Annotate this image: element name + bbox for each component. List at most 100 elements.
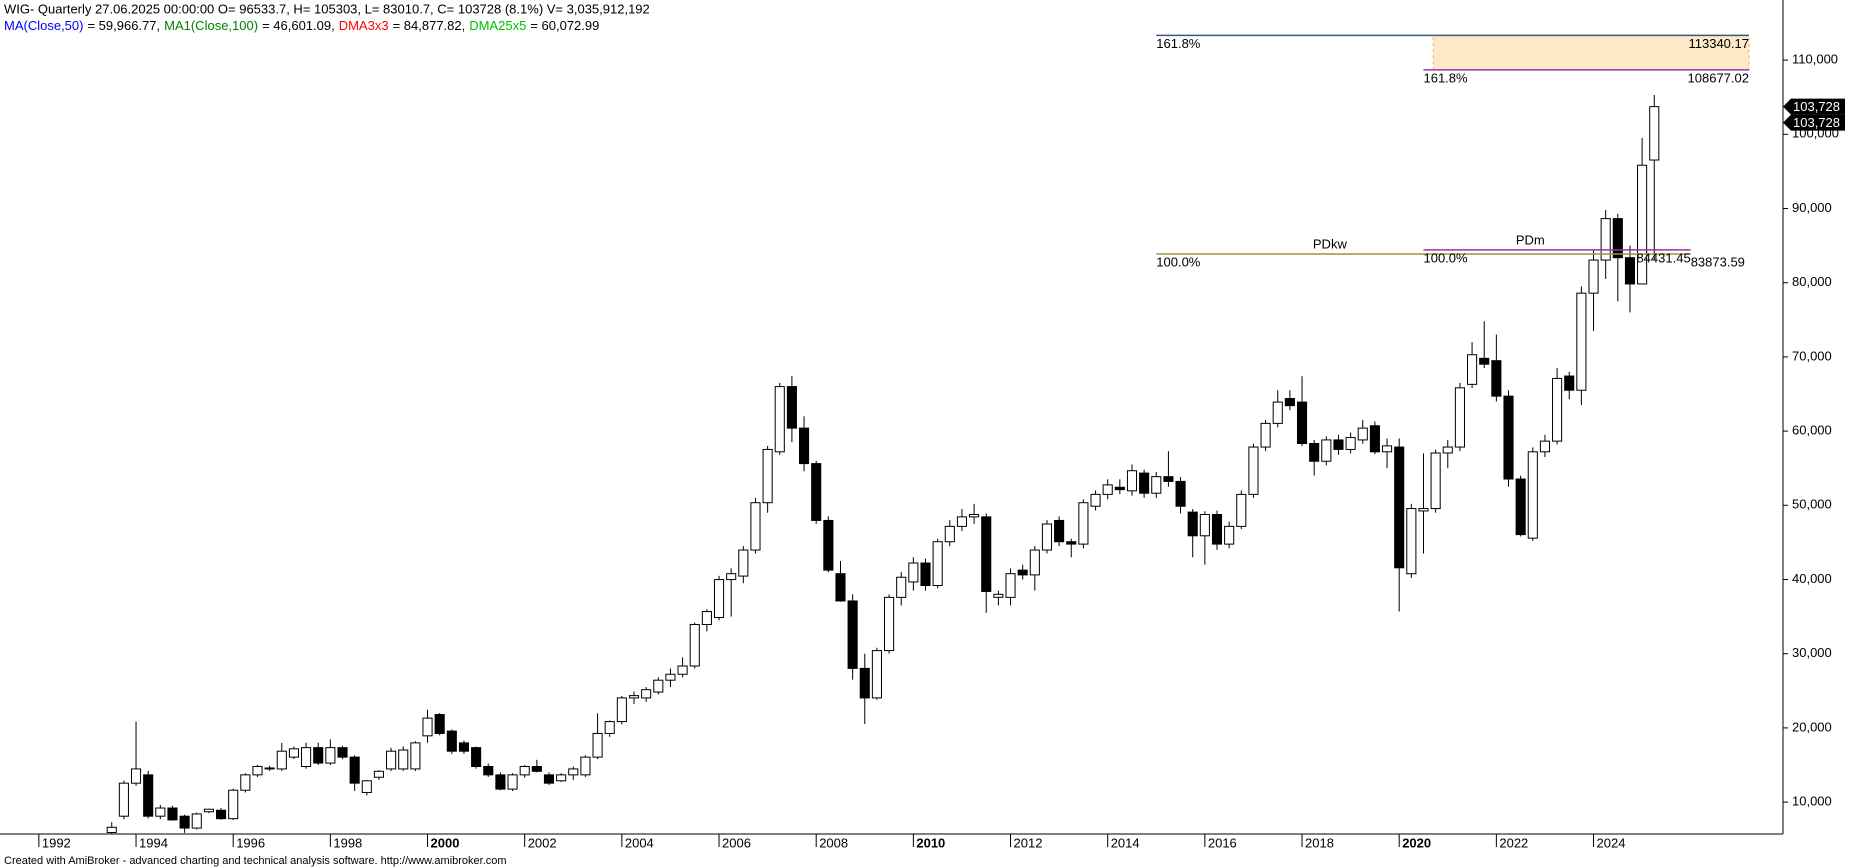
price-marker-label: 103,728 bbox=[1793, 115, 1840, 130]
indicator-value: = 46,601.09, bbox=[262, 18, 335, 33]
candle-body bbox=[726, 573, 737, 581]
level-value: 84431.45 bbox=[1636, 250, 1690, 265]
candle-body bbox=[386, 750, 397, 770]
candle-body bbox=[1029, 549, 1040, 576]
candle-body bbox=[1357, 427, 1368, 441]
candle-body bbox=[1649, 106, 1660, 161]
candle-body bbox=[1369, 425, 1380, 453]
candle-body bbox=[665, 673, 676, 681]
candle-body bbox=[143, 774, 154, 817]
footer: Created with AmiBroker - advanced charti… bbox=[4, 855, 507, 867]
candle-body bbox=[750, 502, 761, 551]
candle-body bbox=[118, 782, 129, 817]
candle-body bbox=[130, 768, 142, 784]
candle-body bbox=[446, 730, 457, 752]
candle-body bbox=[1381, 445, 1393, 453]
candle-body bbox=[653, 679, 664, 693]
candle-body bbox=[677, 665, 688, 675]
candle-body bbox=[106, 826, 117, 834]
candle-body bbox=[1139, 472, 1150, 494]
candle-body bbox=[179, 815, 190, 829]
candle-body bbox=[908, 562, 919, 583]
candle-body bbox=[1418, 508, 1429, 512]
candle-body bbox=[1333, 439, 1344, 450]
candle-body bbox=[786, 386, 797, 429]
candle-body bbox=[1260, 422, 1271, 448]
indicator-name: DMA3x3 bbox=[339, 18, 389, 33]
candle-body bbox=[713, 579, 725, 618]
candle-body bbox=[1017, 569, 1028, 576]
candle-body bbox=[313, 747, 324, 764]
candle-body bbox=[689, 624, 700, 667]
candle-body bbox=[507, 774, 518, 790]
candle-body bbox=[1187, 511, 1198, 537]
x-tick-label: 2000 bbox=[431, 835, 460, 850]
price-marker bbox=[1783, 98, 1845, 115]
x-tick-label: 2014 bbox=[1111, 835, 1140, 850]
level-value: 108677.02 bbox=[1688, 70, 1749, 85]
candle-body bbox=[252, 765, 263, 776]
candle-body bbox=[859, 667, 870, 699]
candle-body bbox=[1211, 513, 1223, 545]
x-tick-label: 1992 bbox=[42, 835, 71, 850]
candle-body bbox=[871, 650, 882, 699]
candle-body bbox=[1066, 541, 1077, 545]
x-tick-label: 1998 bbox=[333, 835, 362, 850]
candle-body bbox=[1309, 442, 1320, 462]
candle-body bbox=[1564, 375, 1575, 391]
candle-body bbox=[1552, 377, 1563, 442]
y-tick-label: 30,000 bbox=[1792, 645, 1832, 660]
indicator-name: DMA25x5 bbox=[469, 18, 526, 33]
candle-body bbox=[981, 516, 992, 592]
candle-body bbox=[1539, 440, 1550, 453]
candle-body bbox=[167, 807, 178, 821]
candle-body bbox=[1491, 360, 1502, 397]
candle-body bbox=[543, 774, 555, 784]
level-value: 83873.59 bbox=[1691, 254, 1745, 269]
indicator-name: MA(Close,50) bbox=[4, 18, 83, 33]
candle-body bbox=[1503, 395, 1514, 480]
candle-body bbox=[301, 747, 312, 767]
candle-body bbox=[738, 549, 749, 577]
x-tick-label: 2022 bbox=[1499, 835, 1528, 850]
candle-body bbox=[1005, 573, 1016, 598]
x-tick-label: 2010 bbox=[916, 835, 945, 850]
candle-body bbox=[1527, 451, 1538, 539]
price-marker bbox=[1783, 114, 1845, 131]
level-pct: 161.8% bbox=[1156, 36, 1201, 51]
candle-body bbox=[774, 386, 785, 453]
indicator-name: MA1(Close,100) bbox=[164, 18, 258, 33]
x-tick-label: 1994 bbox=[139, 835, 168, 850]
candle-body bbox=[1454, 387, 1465, 448]
candle-body bbox=[422, 717, 433, 737]
candle-body bbox=[568, 768, 579, 776]
candle-body bbox=[1442, 446, 1453, 454]
candle-body bbox=[956, 516, 968, 527]
candle-body bbox=[592, 732, 603, 758]
candle-body bbox=[1236, 493, 1247, 527]
candle-body bbox=[762, 448, 773, 504]
candle-body bbox=[811, 463, 822, 521]
candle-body bbox=[531, 765, 542, 772]
candle-body bbox=[823, 519, 834, 571]
candle-body bbox=[1600, 218, 1611, 261]
candle-body bbox=[628, 695, 640, 699]
candle-body bbox=[580, 756, 591, 776]
x-tick-label: 2006 bbox=[722, 835, 751, 850]
candle-body bbox=[155, 807, 166, 817]
candle-body bbox=[604, 721, 615, 734]
candle-body bbox=[495, 774, 506, 790]
x-tick-label: 2008 bbox=[819, 835, 848, 850]
candle-body bbox=[1114, 486, 1125, 491]
y-tick-label: 80,000 bbox=[1792, 274, 1832, 289]
candle-body bbox=[1321, 439, 1332, 462]
candle-body bbox=[1126, 470, 1138, 492]
candle-body bbox=[1588, 259, 1599, 294]
candle-body bbox=[240, 774, 251, 791]
x-tick-label: 1996 bbox=[236, 835, 265, 850]
candle-body bbox=[458, 742, 470, 752]
y-tick-label: 90,000 bbox=[1792, 200, 1832, 215]
candle-body bbox=[1479, 357, 1490, 365]
candle-body bbox=[896, 576, 907, 598]
